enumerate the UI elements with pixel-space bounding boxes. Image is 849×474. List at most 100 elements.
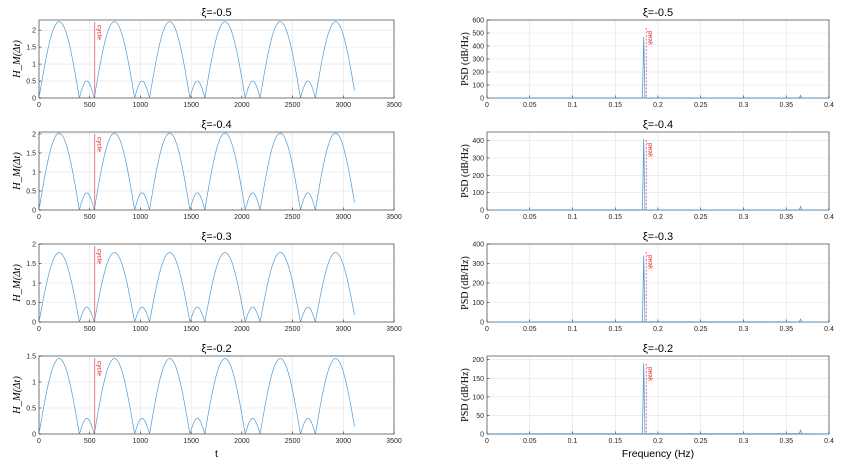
- annotation-label: cycle: [95, 137, 102, 152]
- x-tick-label: 0: [485, 326, 489, 333]
- series-line: [487, 138, 829, 210]
- y-tick-label: 600: [472, 18, 484, 25]
- x-tick-label: 2500: [285, 214, 301, 221]
- x-tick-label: 0.1: [568, 326, 578, 333]
- x-tick-label: 0.3: [739, 214, 749, 221]
- x-tick-label: 0: [485, 102, 489, 109]
- x-tick-label: 1000: [133, 326, 149, 333]
- y-tick-label: 100: [472, 83, 484, 90]
- x-tick-label: 0.15: [608, 214, 622, 221]
- x-tick-label: 0.25: [694, 214, 708, 221]
- subplot-4: 0 500 1000 1500 2000 2500 3000 3500 0 0.5 1 1.5 ξ=-0…: [12, 343, 402, 460]
- x-tick-label: 0.1: [568, 102, 578, 109]
- y-tick-label: 1: [32, 169, 36, 176]
- x-tick-label: 1000: [133, 438, 149, 445]
- x-tick-label: 3000: [335, 102, 351, 109]
- subplot-title: ξ=-0.3: [643, 231, 673, 243]
- y-tick-label: 2: [32, 242, 36, 249]
- annotation-label: cycle: [95, 361, 102, 376]
- annotation-label: cycle: [95, 25, 102, 40]
- x-tick-label: 0.2: [653, 438, 663, 445]
- x-tick-label: 0.3: [739, 102, 749, 109]
- subplot-title: ξ=-0.4: [643, 119, 673, 131]
- subplot-5: 0 0.05 0.1 0.15 0.2 0.25 0.3 0.35 0.4 0 100 200 300 4…: [460, 7, 834, 109]
- x-tick-label: 500: [84, 214, 96, 221]
- y-tick-label: 0: [480, 320, 484, 327]
- x-tick-label: 0.3: [739, 326, 749, 333]
- x-tick-label: 1000: [133, 102, 149, 109]
- subplot-title: ξ=-0.5: [643, 7, 673, 19]
- y-tick-label: 150: [472, 376, 484, 383]
- x-tick-label: 0.4: [824, 102, 834, 109]
- y-tick-label: 100: [472, 300, 484, 307]
- x-tick-label: 0.25: [694, 326, 708, 333]
- x-tick-label: 2000: [234, 102, 250, 109]
- y-tick-label: 0.5: [26, 79, 36, 86]
- subplot-title: ξ=-0.2: [643, 343, 673, 355]
- x-tick-label: 0.4: [824, 326, 834, 333]
- annotation-label: peak: [647, 367, 654, 382]
- y-tick-label: 0: [480, 208, 484, 215]
- y-axis-label: H_M(Δt): [12, 376, 23, 415]
- x-tick-label: 2500: [285, 102, 301, 109]
- subplot-8: 0 0.05 0.1 0.15 0.2 0.25 0.3 0.35 0.4 0 50 100 150 20…: [460, 343, 834, 460]
- x-tick-label: 0: [37, 326, 41, 333]
- x-tick-label: 0.15: [608, 102, 622, 109]
- x-tick-label: 0.35: [779, 438, 793, 445]
- x-tick-label: 0.05: [523, 214, 537, 221]
- x-tick-label: 0.35: [779, 326, 793, 333]
- x-tick-label: 0.1: [568, 438, 578, 445]
- x-tick-label: 0.25: [694, 102, 708, 109]
- plot-area: [39, 132, 394, 210]
- x-tick-label: 1000: [133, 214, 149, 221]
- x-tick-label: 2500: [285, 326, 301, 333]
- x-tick-label: 2000: [234, 214, 250, 221]
- x-tick-label: 0.05: [523, 102, 537, 109]
- x-tick-label: 500: [84, 438, 96, 445]
- y-tick-label: 100: [472, 394, 484, 401]
- y-tick-label: 0: [32, 320, 36, 327]
- x-tick-label: 0.1: [568, 214, 578, 221]
- x-tick-label: 2000: [234, 326, 250, 333]
- axes-box: [38, 19, 395, 99]
- y-tick-label: 1.5: [26, 354, 36, 361]
- x-tick-label: 0.2: [653, 214, 663, 221]
- x-tick-label: 0.35: [779, 102, 793, 109]
- series-line: [487, 36, 829, 98]
- y-tick-label: 0.5: [26, 300, 36, 307]
- subplot-3: 0 500 1000 1500 2000 2500 3000 3500 0 0.5 1 1.5 2 ξ=-…: [12, 231, 402, 333]
- subplot-title: ξ=-0.4: [201, 119, 231, 131]
- series-line: [39, 132, 355, 210]
- x-tick-label: 3500: [386, 326, 402, 333]
- y-tick-label: 1: [32, 62, 36, 69]
- series-line: [39, 252, 355, 322]
- series-line: [487, 255, 829, 322]
- y-tick-label: 200: [472, 173, 484, 180]
- y-tick-label: 100: [472, 190, 484, 197]
- x-tick-label: 0.05: [523, 438, 537, 445]
- y-tick-label: 200: [472, 70, 484, 77]
- series-line: [39, 21, 355, 98]
- y-tick-label: 1.5: [26, 150, 36, 157]
- x-tick-label: 0.35: [779, 214, 793, 221]
- x-tick-label: 0: [37, 214, 41, 221]
- x-axis-label: t: [215, 448, 218, 460]
- y-tick-label: 0: [32, 208, 36, 215]
- x-tick-label: 3000: [335, 326, 351, 333]
- x-tick-label: 3500: [386, 214, 402, 221]
- y-tick-label: 0: [480, 96, 484, 103]
- y-tick-label: 1.5: [26, 45, 36, 52]
- y-tick-label: 1: [32, 380, 36, 387]
- subplot-title: ξ=-0.2: [201, 343, 231, 355]
- x-tick-label: 0.2: [653, 102, 663, 109]
- x-tick-label: 0.4: [824, 214, 834, 221]
- x-tick-label: 3000: [335, 214, 351, 221]
- x-tick-label: 0.15: [608, 326, 622, 333]
- y-tick-label: 400: [472, 138, 484, 145]
- x-tick-label: 0.05: [523, 326, 537, 333]
- x-axis-label: Frequency (Hz): [622, 448, 694, 460]
- y-tick-label: 400: [472, 44, 484, 51]
- y-tick-label: 200: [472, 357, 484, 364]
- y-tick-label: 300: [472, 57, 484, 64]
